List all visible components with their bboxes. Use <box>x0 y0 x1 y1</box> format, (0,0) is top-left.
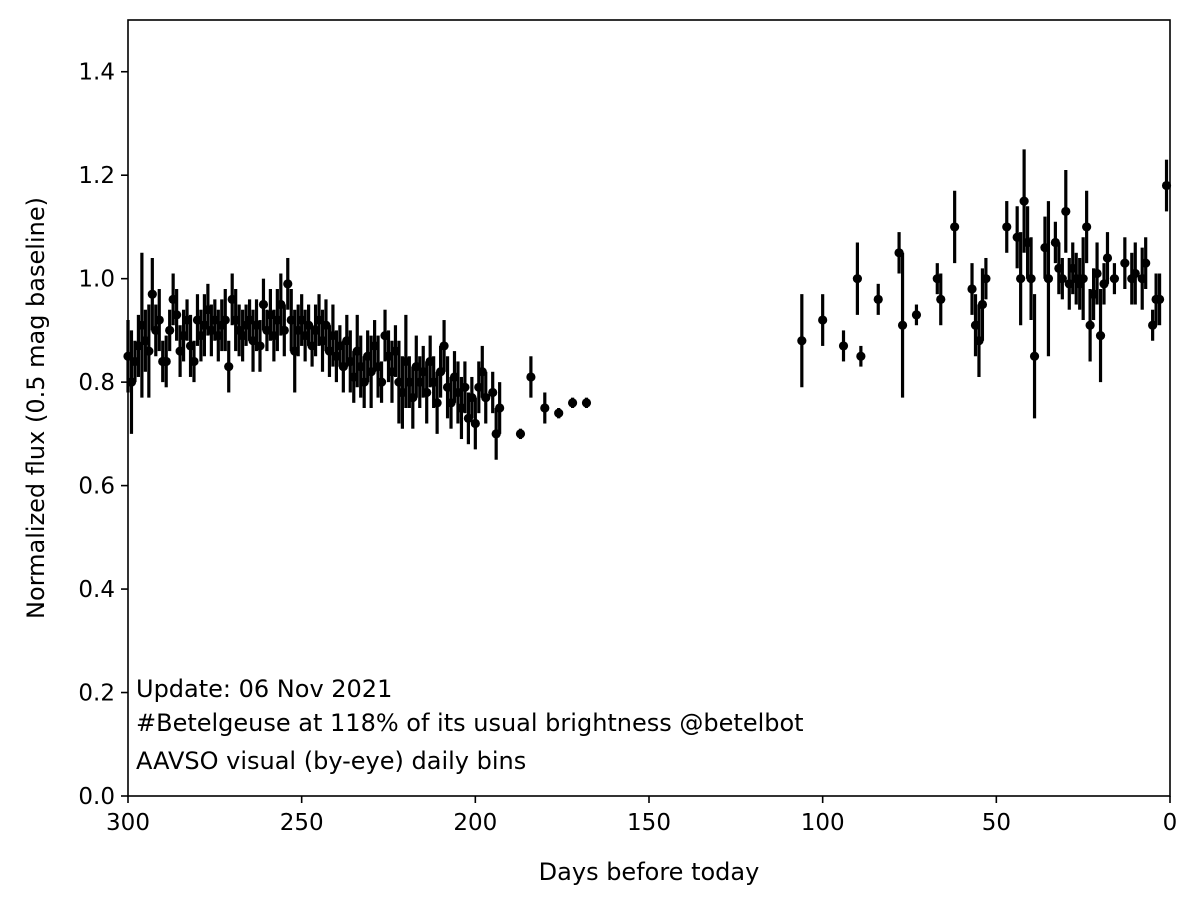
data-point-89 <box>432 398 442 408</box>
data-point-142 <box>1061 206 1071 217</box>
data-point-14 <box>172 310 182 320</box>
data-point-135 <box>1026 274 1036 284</box>
data-point-86 <box>422 387 432 398</box>
data-point-106 <box>495 403 505 413</box>
annotation-source: AAVSO visual (by-eye) daily bins <box>136 747 526 775</box>
data-point-103 <box>481 393 491 403</box>
data-point-114 <box>818 315 828 325</box>
data-point-151 <box>1092 268 1102 279</box>
data-points <box>123 149 1172 460</box>
data-point-158 <box>1130 268 1140 279</box>
data-point-124 <box>950 222 960 232</box>
data-point-12 <box>165 325 175 335</box>
data-point-125 <box>967 284 977 294</box>
data-point-132 <box>1016 274 1026 284</box>
data-point-45 <box>279 325 289 335</box>
data-point-120 <box>897 320 908 330</box>
data-point-138 <box>1043 274 1054 284</box>
x-tick-label-6: 0 <box>1163 810 1178 836</box>
y-tick-label-5: 1.0 <box>78 267 115 293</box>
data-point-109 <box>540 403 550 413</box>
data-point-133 <box>1019 196 1029 206</box>
data-point-108 <box>526 372 536 382</box>
data-point-7 <box>147 289 157 299</box>
data-point-117 <box>856 351 866 361</box>
data-point-163 <box>1154 294 1165 304</box>
x-tick-label-2: 200 <box>453 810 497 836</box>
data-point-46 <box>283 279 293 289</box>
data-point-110 <box>554 408 564 418</box>
data-point-38 <box>255 341 265 351</box>
data-point-113 <box>797 336 807 346</box>
data-point-104 <box>488 387 498 398</box>
data-point-118 <box>873 294 883 304</box>
x-tick-label-3: 150 <box>627 810 671 836</box>
y-axis-ticks: 0.0 0.2 0.4 0.6 0.8 1.0 1.2 1.4 <box>78 60 128 810</box>
x-axis-label: Days before today <box>539 858 760 886</box>
data-point-115 <box>838 341 849 351</box>
data-point-11 <box>161 356 171 367</box>
y-tick-label-1: 0.2 <box>78 681 115 707</box>
y-tick-label-6: 1.2 <box>78 163 115 189</box>
data-point-147 <box>1078 274 1088 284</box>
data-point-149 <box>1085 320 1095 330</box>
data-point-160 <box>1141 258 1151 268</box>
data-point-136 <box>1029 351 1040 361</box>
y-tick-label-4: 0.8 <box>78 370 115 396</box>
y-tick-label-7: 1.4 <box>78 60 115 86</box>
data-point-155 <box>1109 274 1120 284</box>
x-axis-ticks: 300 250 200 150 100 50 0 <box>106 796 1177 836</box>
data-point-97 <box>460 382 470 392</box>
data-point-164 <box>1161 180 1172 191</box>
data-point-121 <box>911 310 922 320</box>
x-tick-label-5: 50 <box>982 810 1011 836</box>
data-point-29 <box>224 362 234 372</box>
data-point-73 <box>376 377 387 387</box>
y-tick-label-0: 0.0 <box>78 784 115 810</box>
annotation-update: Update: 06 Nov 2021 <box>136 675 392 703</box>
data-point-123 <box>936 294 946 304</box>
data-point-107 <box>515 429 526 439</box>
data-point-39 <box>258 299 269 310</box>
data-point-91 <box>439 341 449 351</box>
data-point-6 <box>144 346 154 356</box>
data-point-130 <box>1002 222 1012 232</box>
data-point-141 <box>1057 274 1067 284</box>
x-tick-label-4: 100 <box>801 810 845 836</box>
y-axis-label: Normalized flux (0.5 mag baseline) <box>22 197 50 619</box>
data-point-152 <box>1095 330 1106 341</box>
x-tick-label-0: 300 <box>106 810 150 836</box>
data-point-116 <box>852 274 863 284</box>
data-point-28 <box>220 315 230 325</box>
data-point-154 <box>1102 253 1113 263</box>
data-point-19 <box>189 356 199 367</box>
x-tick-label-1: 250 <box>280 810 324 836</box>
data-point-111 <box>567 398 578 408</box>
data-point-156 <box>1120 258 1130 268</box>
annotation-brightness: #Betelgeuse at 118% of its usual brightn… <box>136 709 804 737</box>
data-point-128 <box>977 299 988 310</box>
data-point-112 <box>581 398 592 408</box>
y-tick-label-3: 0.6 <box>78 474 115 500</box>
data-point-9 <box>154 315 164 325</box>
data-point-100 <box>470 418 480 429</box>
y-tick-label-2: 0.4 <box>78 577 115 603</box>
data-point-148 <box>1082 222 1092 232</box>
data-point-129 <box>981 274 991 284</box>
